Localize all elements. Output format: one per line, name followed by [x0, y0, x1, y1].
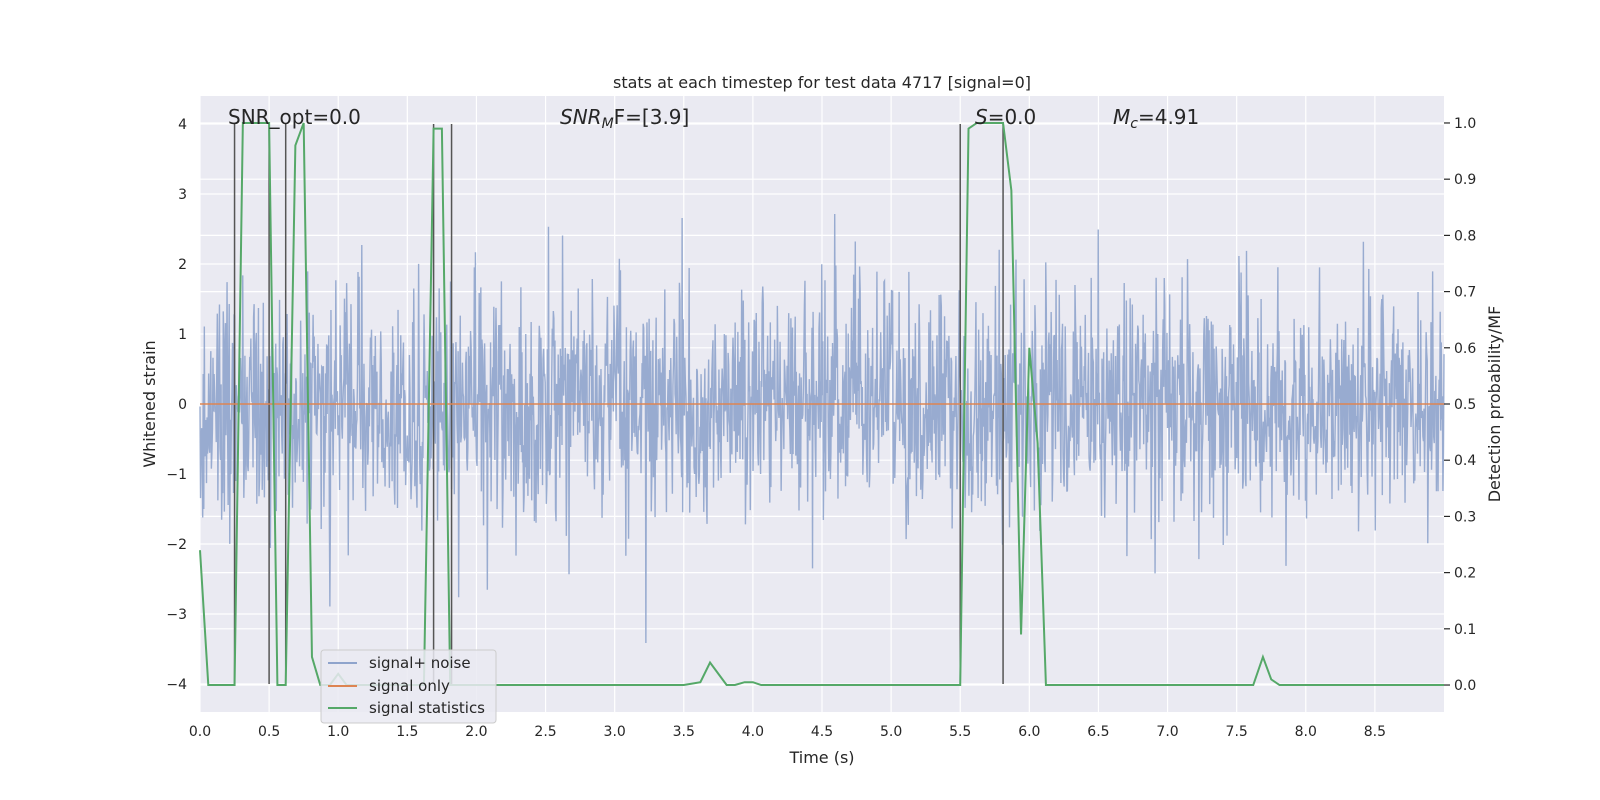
y-axis-left-label: Whitened strain	[140, 340, 159, 467]
legend: signal+ noise signal only signal statist…	[320, 649, 497, 724]
legend-label-signal-statistics: signal statistics	[369, 699, 485, 717]
x-tick-label-13: 6.5	[1087, 724, 1109, 740]
x-tick-label-15: 7.5	[1226, 724, 1248, 740]
x-tick-label-0: 0.0	[189, 724, 211, 740]
x-tick-label-2: 1.0	[327, 724, 349, 740]
series-signal-statistics	[199, 121, 1444, 687]
legend-label-signal-noise: signal+ noise	[369, 654, 471, 672]
y-axis-left-ticks: 4 3 2 1 0 −1 −2 −3 −4	[166, 117, 187, 693]
y-axis-right-label: Detection probability/MF	[1485, 306, 1504, 503]
x-tick-label-11: 5.5	[949, 724, 971, 740]
x-axis-label: Time (s)	[788, 748, 854, 767]
y-right-tick-label-3: 0.7	[1454, 285, 1476, 301]
y-left-tick-label-5: −1	[166, 467, 187, 483]
y-right-tick-label-10: 0.0	[1454, 678, 1476, 694]
x-tick-label-5: 2.5	[534, 724, 556, 740]
x-tick-label-3: 1.5	[396, 724, 418, 740]
y-left-tick-label-2: 2	[178, 257, 187, 273]
x-tick-label-8: 4.0	[742, 724, 764, 740]
annotation-snr-mf-sub: M	[602, 116, 614, 132]
y-left-tick-label-6: −2	[166, 537, 187, 553]
x-tick-label-10: 5.0	[880, 724, 902, 740]
annotation-mc-base: M	[1113, 105, 1130, 129]
y-right-tick-label-1: 0.9	[1454, 172, 1476, 188]
y-left-tick-label-3: 1	[178, 327, 187, 343]
chart-title: stats at each timestep for test data 471…	[613, 73, 1031, 92]
annotation-snr-mf: SNRMF=[3.9]	[560, 105, 689, 132]
y-left-tick-label-0: 4	[178, 117, 187, 133]
y-right-tick-label-0: 1.0	[1454, 116, 1476, 132]
annotation-snr-mf-base: SNR	[560, 105, 602, 129]
series-signal-noise	[199, 214, 1445, 644]
line-signal-statistics	[199, 121, 1444, 687]
legend-box	[320, 649, 497, 724]
annotation-s-tail: =0.0	[988, 105, 1037, 129]
x-tick-label-4: 2.0	[465, 724, 487, 740]
x-tick-label-12: 6.0	[1018, 724, 1040, 740]
x-tick-label-14: 7.0	[1156, 724, 1178, 740]
annotation-mc: Mc=4.91	[1113, 105, 1199, 132]
annotation-mc-sub: c	[1130, 116, 1138, 132]
y-right-tick-label-6: 0.4	[1454, 453, 1476, 469]
legend-label-signal-only: signal only	[369, 677, 450, 695]
y-right-tick-label-7: 0.3	[1454, 509, 1476, 525]
annotation-s: S=0.0	[975, 105, 1036, 129]
y-right-tick-label-9: 0.1	[1454, 622, 1476, 638]
line-signal-noise	[199, 214, 1445, 644]
annotation-mc-tail: =4.91	[1138, 105, 1199, 129]
y-right-tick-label-2: 0.8	[1454, 228, 1476, 244]
y-right-tick-label-8: 0.2	[1454, 566, 1476, 582]
y-axis-right-ticks: 1.0 0.9 0.8 0.7 0.6 0.5 0.4 0.3 0.2 0.1 0.0	[1444, 116, 1476, 694]
y-left-tick-label-4: 0	[178, 397, 187, 413]
y-right-tick-label-5: 0.5	[1454, 397, 1476, 413]
x-tick-label-1: 0.5	[258, 724, 280, 740]
x-tick-label-17: 8.5	[1364, 724, 1386, 740]
annotation-snr-mf-tail: F=[3.9]	[614, 105, 690, 129]
x-tick-label-9: 4.5	[811, 724, 833, 740]
x-tick-label-16: 8.0	[1295, 724, 1317, 740]
annotation-s-letter: S	[975, 105, 988, 129]
annotation-snr-opt: SNR_opt=0.0	[228, 105, 361, 129]
y-right-tick-label-4: 0.6	[1454, 341, 1476, 357]
y-left-tick-label-1: 3	[178, 187, 187, 203]
x-axis-ticks: 0.0 0.5 1.0 1.5 2.0 2.5 3.0 3.5 4.0 4.5 5.0 5.5 6.0 6…	[189, 724, 1386, 740]
x-tick-label-6: 3.0	[604, 724, 626, 740]
x-tick-label-7: 3.5	[673, 724, 695, 740]
y-left-tick-label-7: −3	[166, 607, 187, 623]
y-left-tick-label-8: −4	[166, 677, 187, 693]
